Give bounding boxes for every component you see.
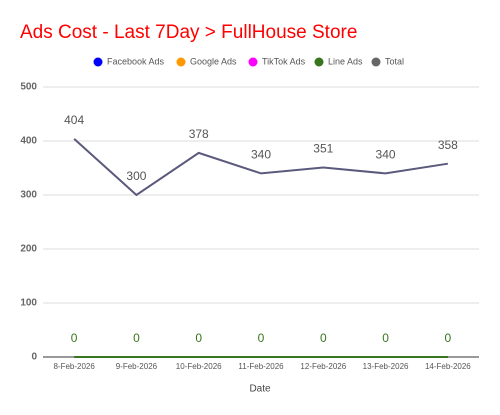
legend-marker — [371, 57, 381, 67]
x-tick-label: 12-Feb-2026 — [300, 362, 346, 371]
y-tick-label: 300 — [20, 190, 37, 201]
data-label: 0 — [258, 331, 265, 345]
data-label: 0 — [382, 331, 389, 345]
y-tick-label: 100 — [20, 298, 37, 309]
x-tick-label: 10-Feb-2026 — [176, 362, 222, 371]
data-label: 0 — [195, 331, 202, 345]
y-tick-label: 200 — [20, 244, 37, 255]
legend-marker — [248, 57, 258, 67]
legend-marker — [176, 57, 186, 67]
chart-title: Ads Cost - Last 7Day > FullHouse Store — [20, 22, 357, 43]
x-axis-title: Date — [249, 384, 271, 395]
data-label: 378 — [189, 127, 209, 141]
y-tick-label: 0 — [31, 352, 37, 363]
x-tick-label: 13-Feb-2026 — [363, 362, 409, 371]
series-line — [73, 138, 449, 197]
y-tick-label: 500 — [20, 82, 37, 93]
legend-marker — [93, 57, 103, 67]
legend-marker — [314, 57, 324, 67]
data-label: 404 — [64, 113, 84, 127]
legend-label: Line Ads — [328, 56, 363, 66]
data-label: 0 — [445, 331, 452, 345]
data-label: 340 — [251, 148, 271, 162]
legend-label: TikTok Ads — [262, 56, 306, 66]
data-label: 340 — [376, 148, 396, 162]
data-label: 0 — [71, 331, 78, 345]
x-tick-label: 9-Feb-2026 — [116, 362, 158, 371]
data-label: 0 — [320, 331, 327, 345]
legend-label: Google Ads — [190, 56, 237, 66]
data-label: 351 — [313, 142, 333, 156]
data-label: 0 — [133, 331, 140, 345]
data-label: 300 — [126, 169, 146, 183]
data-label: 358 — [438, 138, 458, 152]
y-tick-label: 400 — [20, 136, 37, 147]
legend-label: Total — [385, 56, 404, 66]
legend-label: Facebook Ads — [107, 56, 165, 66]
x-tick-label: 11-Feb-2026 — [238, 362, 284, 371]
x-tick-label: 8-Feb-2026 — [53, 362, 95, 371]
x-tick-label: 14-Feb-2026 — [425, 362, 471, 371]
